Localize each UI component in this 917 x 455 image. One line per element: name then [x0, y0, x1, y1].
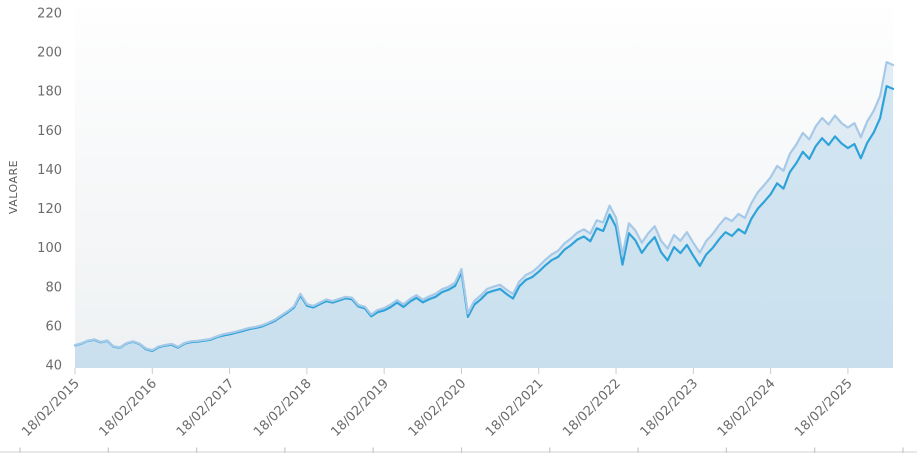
series-dark-area	[75, 86, 893, 368]
y-axis-tick-label: 200	[37, 46, 62, 61]
x-axis-tick-label: 18/02/2024	[715, 376, 779, 440]
x-axis-tick-label: 18/02/2022	[560, 376, 624, 440]
y-axis-tick-label: 40	[45, 359, 62, 374]
x-axis-tick-label: 18/02/2023	[638, 376, 702, 440]
x-axis-tick-label: 18/02/2021	[483, 376, 547, 440]
x-axis-tick-label: 18/02/2015	[19, 376, 83, 440]
series-light-line[interactable]	[73, 61, 895, 352]
x-axis-tick-label: 18/02/2016	[97, 376, 161, 440]
x-axis-tick-label: 18/02/2019	[328, 376, 392, 440]
x-axis-tick-label: 18/02/2017	[174, 376, 238, 440]
plot-area-background	[75, 8, 893, 368]
x-axis-tick-label: 18/02/2025	[792, 376, 856, 440]
series-light-area	[75, 62, 893, 368]
y-axis-tick-label: 80	[45, 280, 62, 295]
y-axis-tick-label: 220	[37, 7, 62, 22]
y-axis-tick-label: 120	[37, 202, 62, 217]
y-axis-tick-label: 140	[37, 163, 62, 178]
y-axis-tick-label: 160	[37, 124, 62, 139]
x-axis-tick-label: 18/02/2020	[406, 376, 470, 440]
y-axis-tick-label: 180	[37, 85, 62, 100]
y-axis-tick-label: 100	[37, 241, 62, 256]
y-axis-tick-label: 60	[45, 319, 62, 334]
x-axis-tick-label: 18/02/2018	[251, 376, 315, 440]
